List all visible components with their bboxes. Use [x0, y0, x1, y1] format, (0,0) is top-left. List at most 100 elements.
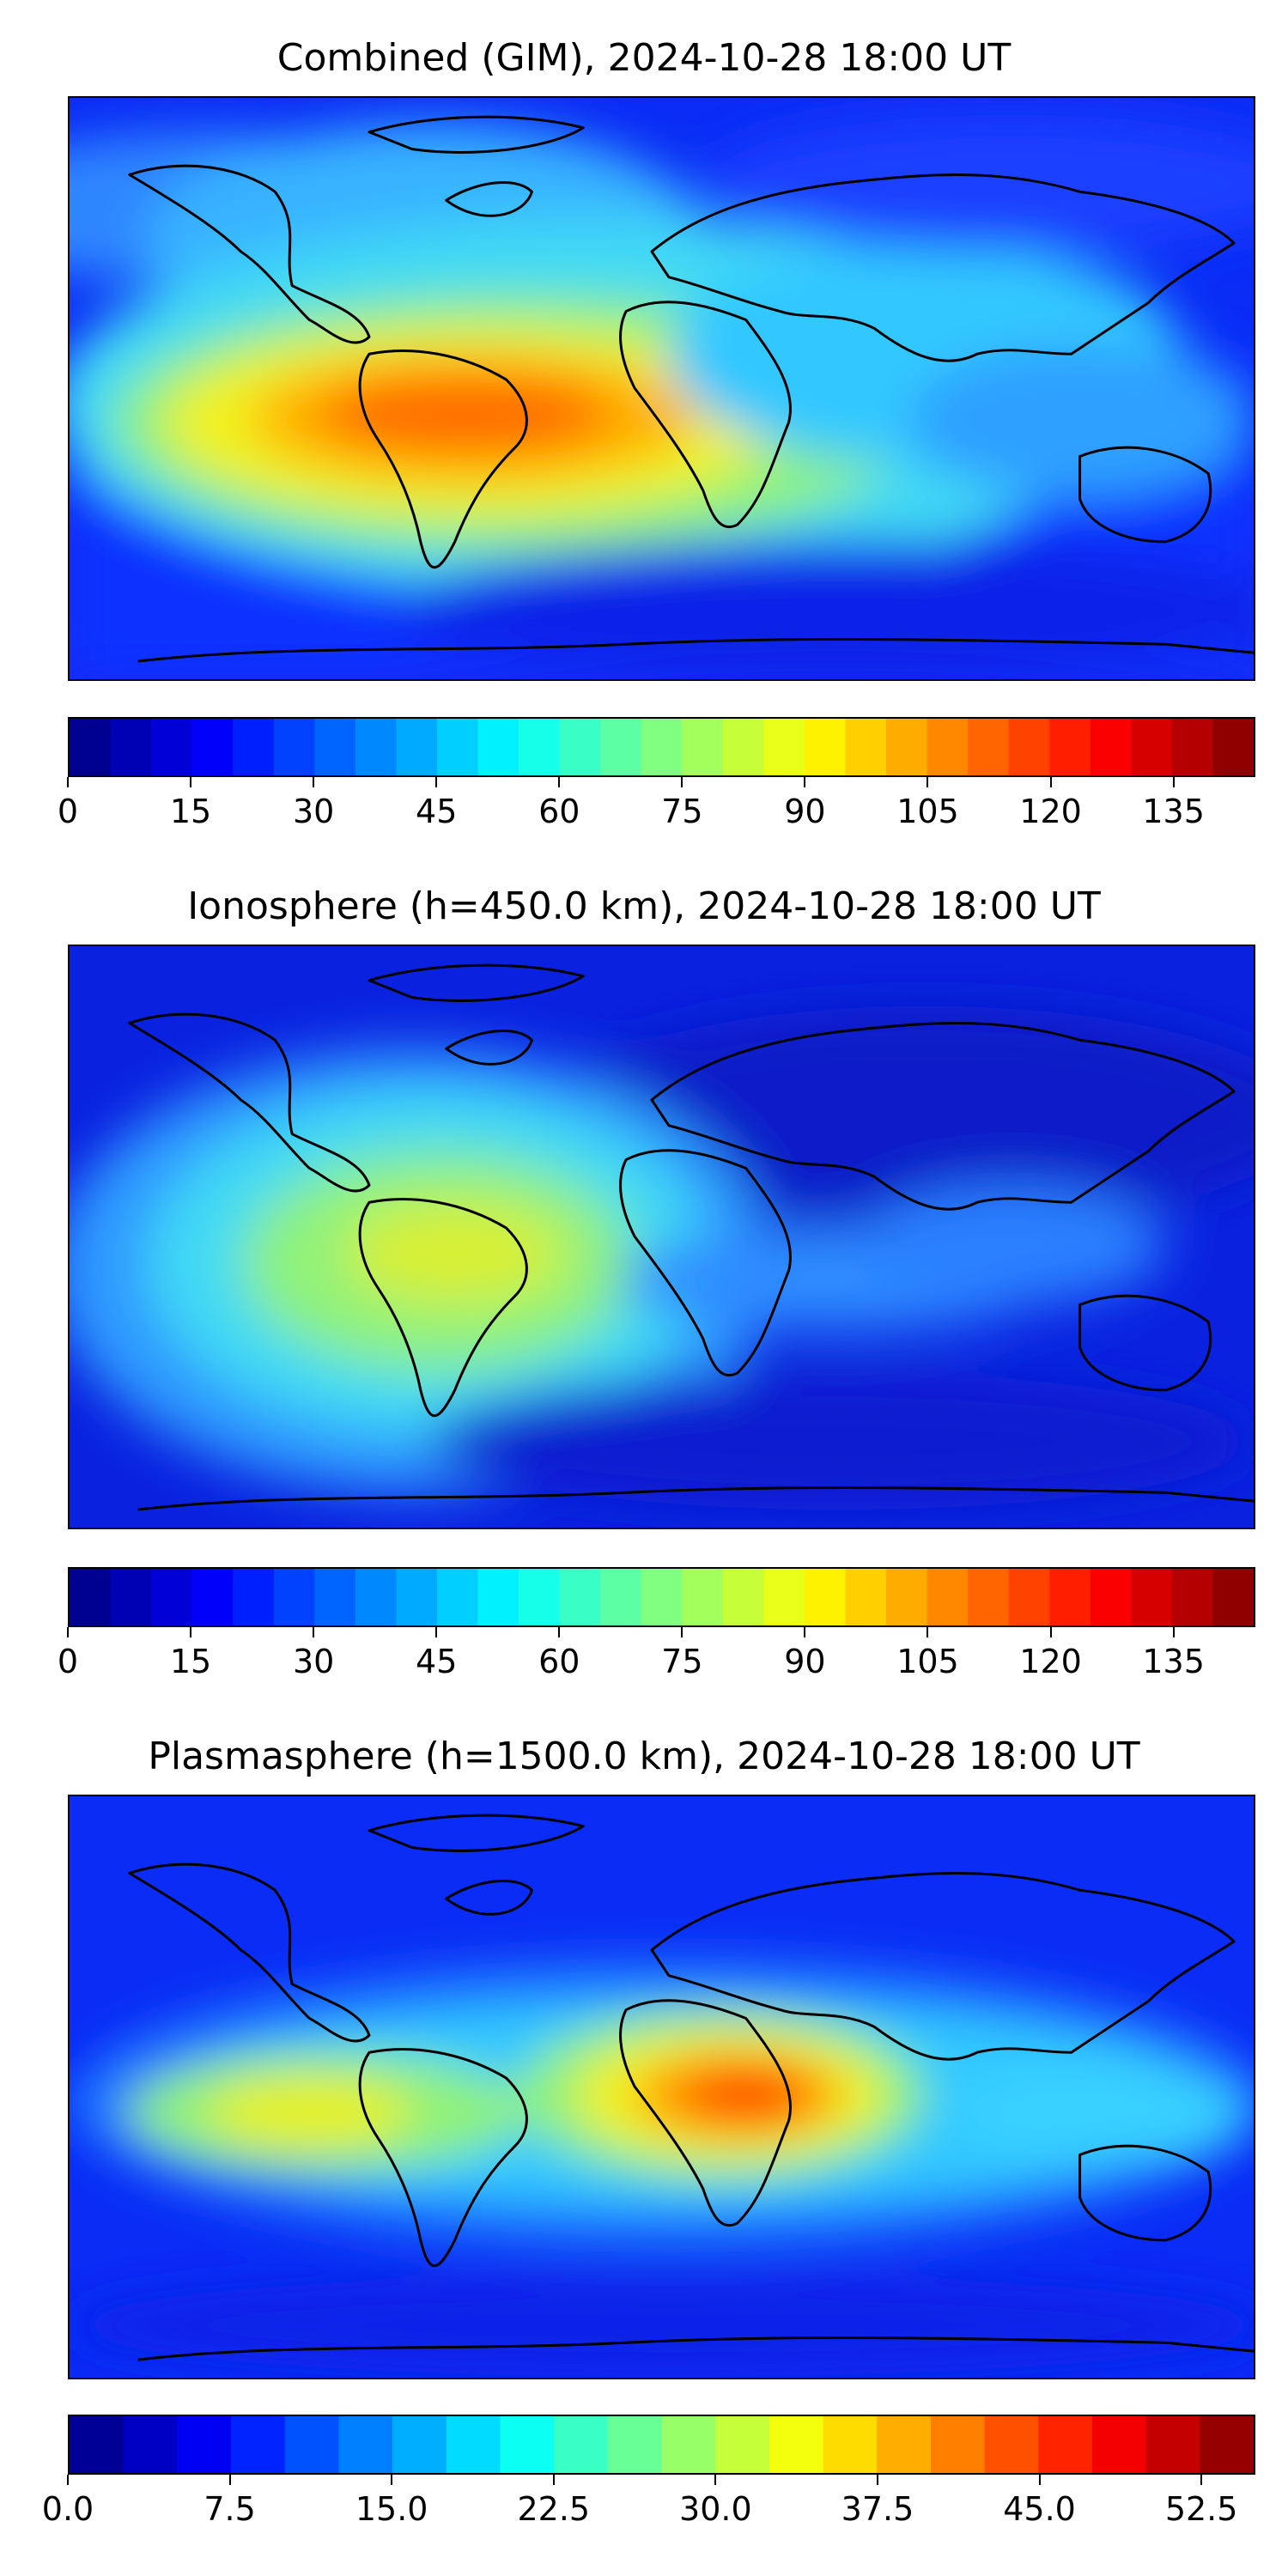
colorbar-tick [1200, 2475, 1203, 2485]
colorbar-level [984, 2416, 1039, 2473]
colorbar-level [607, 2416, 663, 2473]
colorbar-level [110, 1569, 152, 1625]
colorbar-level [600, 719, 642, 775]
colorbar-level [682, 719, 724, 775]
panel-2-title: Ionosphere (h=450.0 km), 2024-10-28 18:0… [187, 884, 1101, 928]
colorbar-level [396, 1569, 438, 1625]
colorbar-tick-label: 30 [292, 1643, 335, 1680]
colorbar-tick-label: 45 [416, 793, 458, 830]
colorbar-level [769, 2416, 824, 2473]
colorbar-level [436, 719, 479, 775]
colorbar-tick-label: 90 [784, 1643, 826, 1680]
colorbar-tick-label: 0.0 [41, 2490, 94, 2528]
colorbar-level [1212, 1569, 1254, 1625]
colorbar-level [1145, 2416, 1200, 2473]
panel-3-coastlines [128, 1814, 1254, 2361]
colorbar-level [1131, 719, 1173, 775]
colorbar-level [886, 719, 928, 775]
colorbar-level [110, 719, 152, 775]
panel-3-colorbar-ticks: 0.0 7.5 15.0 22.5 30.0 37.5 45.0 52.5 [42, 2475, 1255, 2528]
colorbar-tick [1172, 1627, 1175, 1637]
colorbar-tick-label: 105 [896, 1643, 959, 1680]
panel-3-map-canvas [70, 1796, 1254, 2378]
colorbar-tick-label: 0 [57, 1643, 79, 1680]
colorbar-level [500, 2416, 555, 2473]
colorbar-level [930, 2416, 986, 2473]
colorbar-level [477, 1569, 519, 1625]
colorbar-tick [435, 1627, 438, 1637]
colorbar-tick [67, 777, 69, 787]
panel-1-tec-field [70, 114, 1254, 679]
colorbar-level [927, 719, 969, 775]
colorbar-tick [435, 777, 438, 787]
colorbar-tick-label: 45 [416, 1643, 458, 1680]
colorbar-level [968, 719, 1010, 775]
colorbar-level [763, 1569, 805, 1625]
colorbar-level [314, 1569, 356, 1625]
colorbar-level [233, 719, 275, 775]
colorbar-level [927, 1569, 969, 1625]
colorbar-level [231, 2416, 286, 2473]
colorbar-level [70, 1569, 112, 1625]
colorbar-level [191, 1569, 234, 1625]
colorbar-level [70, 719, 112, 775]
colorbar-tick-label: 15 [169, 793, 212, 830]
panel-2-coastlines [128, 963, 1254, 1511]
colorbar-level [661, 2416, 716, 2473]
colorbar-level [314, 719, 356, 775]
colorbar-level [519, 719, 561, 775]
colorbar-tick [1172, 777, 1175, 787]
colorbar-level [392, 2416, 447, 2473]
panel-2-map-canvas [70, 946, 1254, 1528]
panel-2-colorbar-gradient [70, 1569, 1254, 1625]
colorbar-level [682, 1569, 724, 1625]
colorbar-level [722, 719, 764, 775]
colorbar-level [641, 719, 683, 775]
colorbar-tick [228, 2475, 231, 2485]
colorbar-tick [1049, 1627, 1052, 1637]
colorbar-tick-label: 15.0 [355, 2490, 428, 2528]
colorbar-tick [927, 777, 929, 787]
colorbar-level [1200, 2416, 1254, 2473]
colorbar-level [763, 719, 805, 775]
colorbar-level [886, 1569, 928, 1625]
colorbar-level [641, 1569, 683, 1625]
colorbar-level [1008, 1569, 1050, 1625]
colorbar-level [823, 2416, 878, 2473]
colorbar-level [1049, 719, 1091, 775]
colorbar-level [191, 719, 234, 775]
panel-1-colorbar-ticks: 0 15 30 45 60 75 90 105 120 135 [58, 777, 1255, 830]
colorbar-tick-label: 0 [57, 793, 79, 830]
colorbar-tick [927, 1627, 929, 1637]
colorbar-tick [313, 777, 315, 787]
colorbar-level [177, 2416, 232, 2473]
colorbar-level [519, 1569, 561, 1625]
colorbar-tick-label: 135 [1142, 1643, 1205, 1680]
colorbar-level [355, 719, 398, 775]
colorbar-level [1131, 1569, 1173, 1625]
colorbar-level [273, 719, 315, 775]
colorbar-level [1171, 719, 1214, 775]
colorbar-level [70, 2416, 125, 2473]
colorbar-level [151, 1569, 193, 1625]
colorbar-tick [804, 1627, 806, 1637]
colorbar-tick-label: 60 [538, 1643, 580, 1680]
colorbar-tick [681, 1627, 683, 1637]
panel-3-map [68, 1795, 1255, 2379]
colorbar-tick [558, 777, 561, 787]
colorbar-tick [67, 2475, 69, 2485]
panel-2-map [68, 945, 1255, 1529]
colorbar-level [1038, 2416, 1093, 2473]
colorbar-tick-label: 105 [896, 793, 959, 830]
panel-1-coastlines [128, 115, 1254, 663]
colorbar-tick [1038, 2475, 1041, 2485]
colorbar-tick [391, 2475, 393, 2485]
colorbar-level [477, 719, 519, 775]
colorbar-level [715, 2416, 770, 2473]
colorbar-tick-label: 7.5 [204, 2490, 256, 2528]
colorbar-level [1212, 719, 1254, 775]
colorbar-tick [558, 1627, 561, 1637]
colorbar-level [1090, 719, 1132, 775]
colorbar-level [1049, 1569, 1091, 1625]
colorbar-level [877, 2416, 932, 2473]
